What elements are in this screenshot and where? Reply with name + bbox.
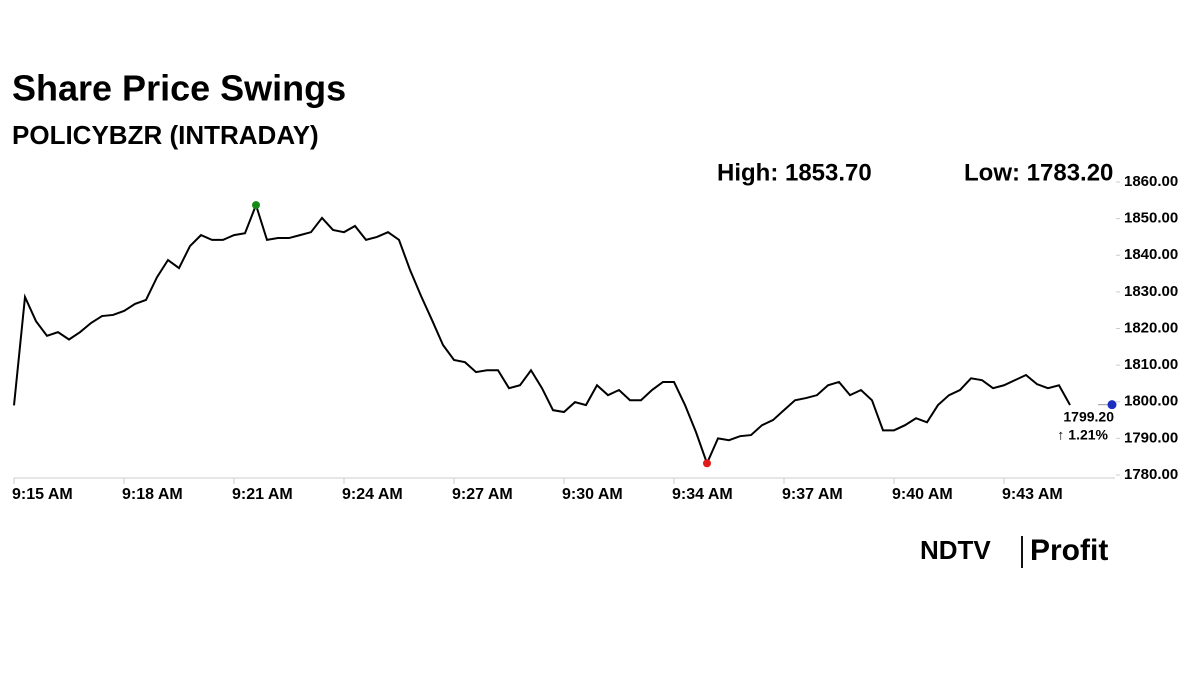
x-tick-label: 9:34 AM <box>672 486 733 503</box>
logo-left: NDTV <box>920 535 991 565</box>
y-tick-label: 1840.00 <box>1124 246 1178 263</box>
x-tick-label: 9:30 AM <box>562 486 623 503</box>
last-dot <box>1107 400 1117 410</box>
price-line <box>13 202 1071 466</box>
x-tick-label: 9:37 AM <box>782 486 843 503</box>
chart-subtitle: POLICYBZR (INTRADAY) <box>12 120 319 150</box>
x-tick-label: 9:43 AM <box>1002 486 1063 503</box>
x-tick-label: 9:24 AM <box>342 486 403 503</box>
x-tick-label: 9:15 AM <box>12 486 73 503</box>
y-tick-label: 1800.00 <box>1124 393 1178 410</box>
y-tick-label: 1780.00 <box>1124 466 1178 483</box>
chart-title: Share Price Swings <box>12 68 346 109</box>
y-tick-label: 1810.00 <box>1124 356 1178 373</box>
y-tick-label: 1850.00 <box>1124 210 1178 227</box>
low-label: Low: 1783.20 <box>964 159 1113 186</box>
low-dot <box>703 459 711 468</box>
logo-right: Profit <box>1030 534 1108 567</box>
y-tick-label: 1860.00 <box>1124 173 1178 190</box>
high-label: High: 1853.70 <box>717 159 872 186</box>
y-tick-label: 1790.00 <box>1124 429 1178 446</box>
x-tick-label: 9:40 AM <box>892 486 953 503</box>
x-tick-label: 9:18 AM <box>122 486 183 503</box>
y-tick-label: 1830.00 <box>1124 283 1178 300</box>
change-label: ↑ 1.21% <box>1057 426 1108 442</box>
high-dot <box>252 201 260 210</box>
x-tick-label: 9:21 AM <box>232 486 293 503</box>
last-value-label: 1799.20 <box>1063 408 1114 424</box>
x-tick-label: 9:27 AM <box>452 486 513 503</box>
y-tick-label: 1820.00 <box>1124 319 1178 336</box>
